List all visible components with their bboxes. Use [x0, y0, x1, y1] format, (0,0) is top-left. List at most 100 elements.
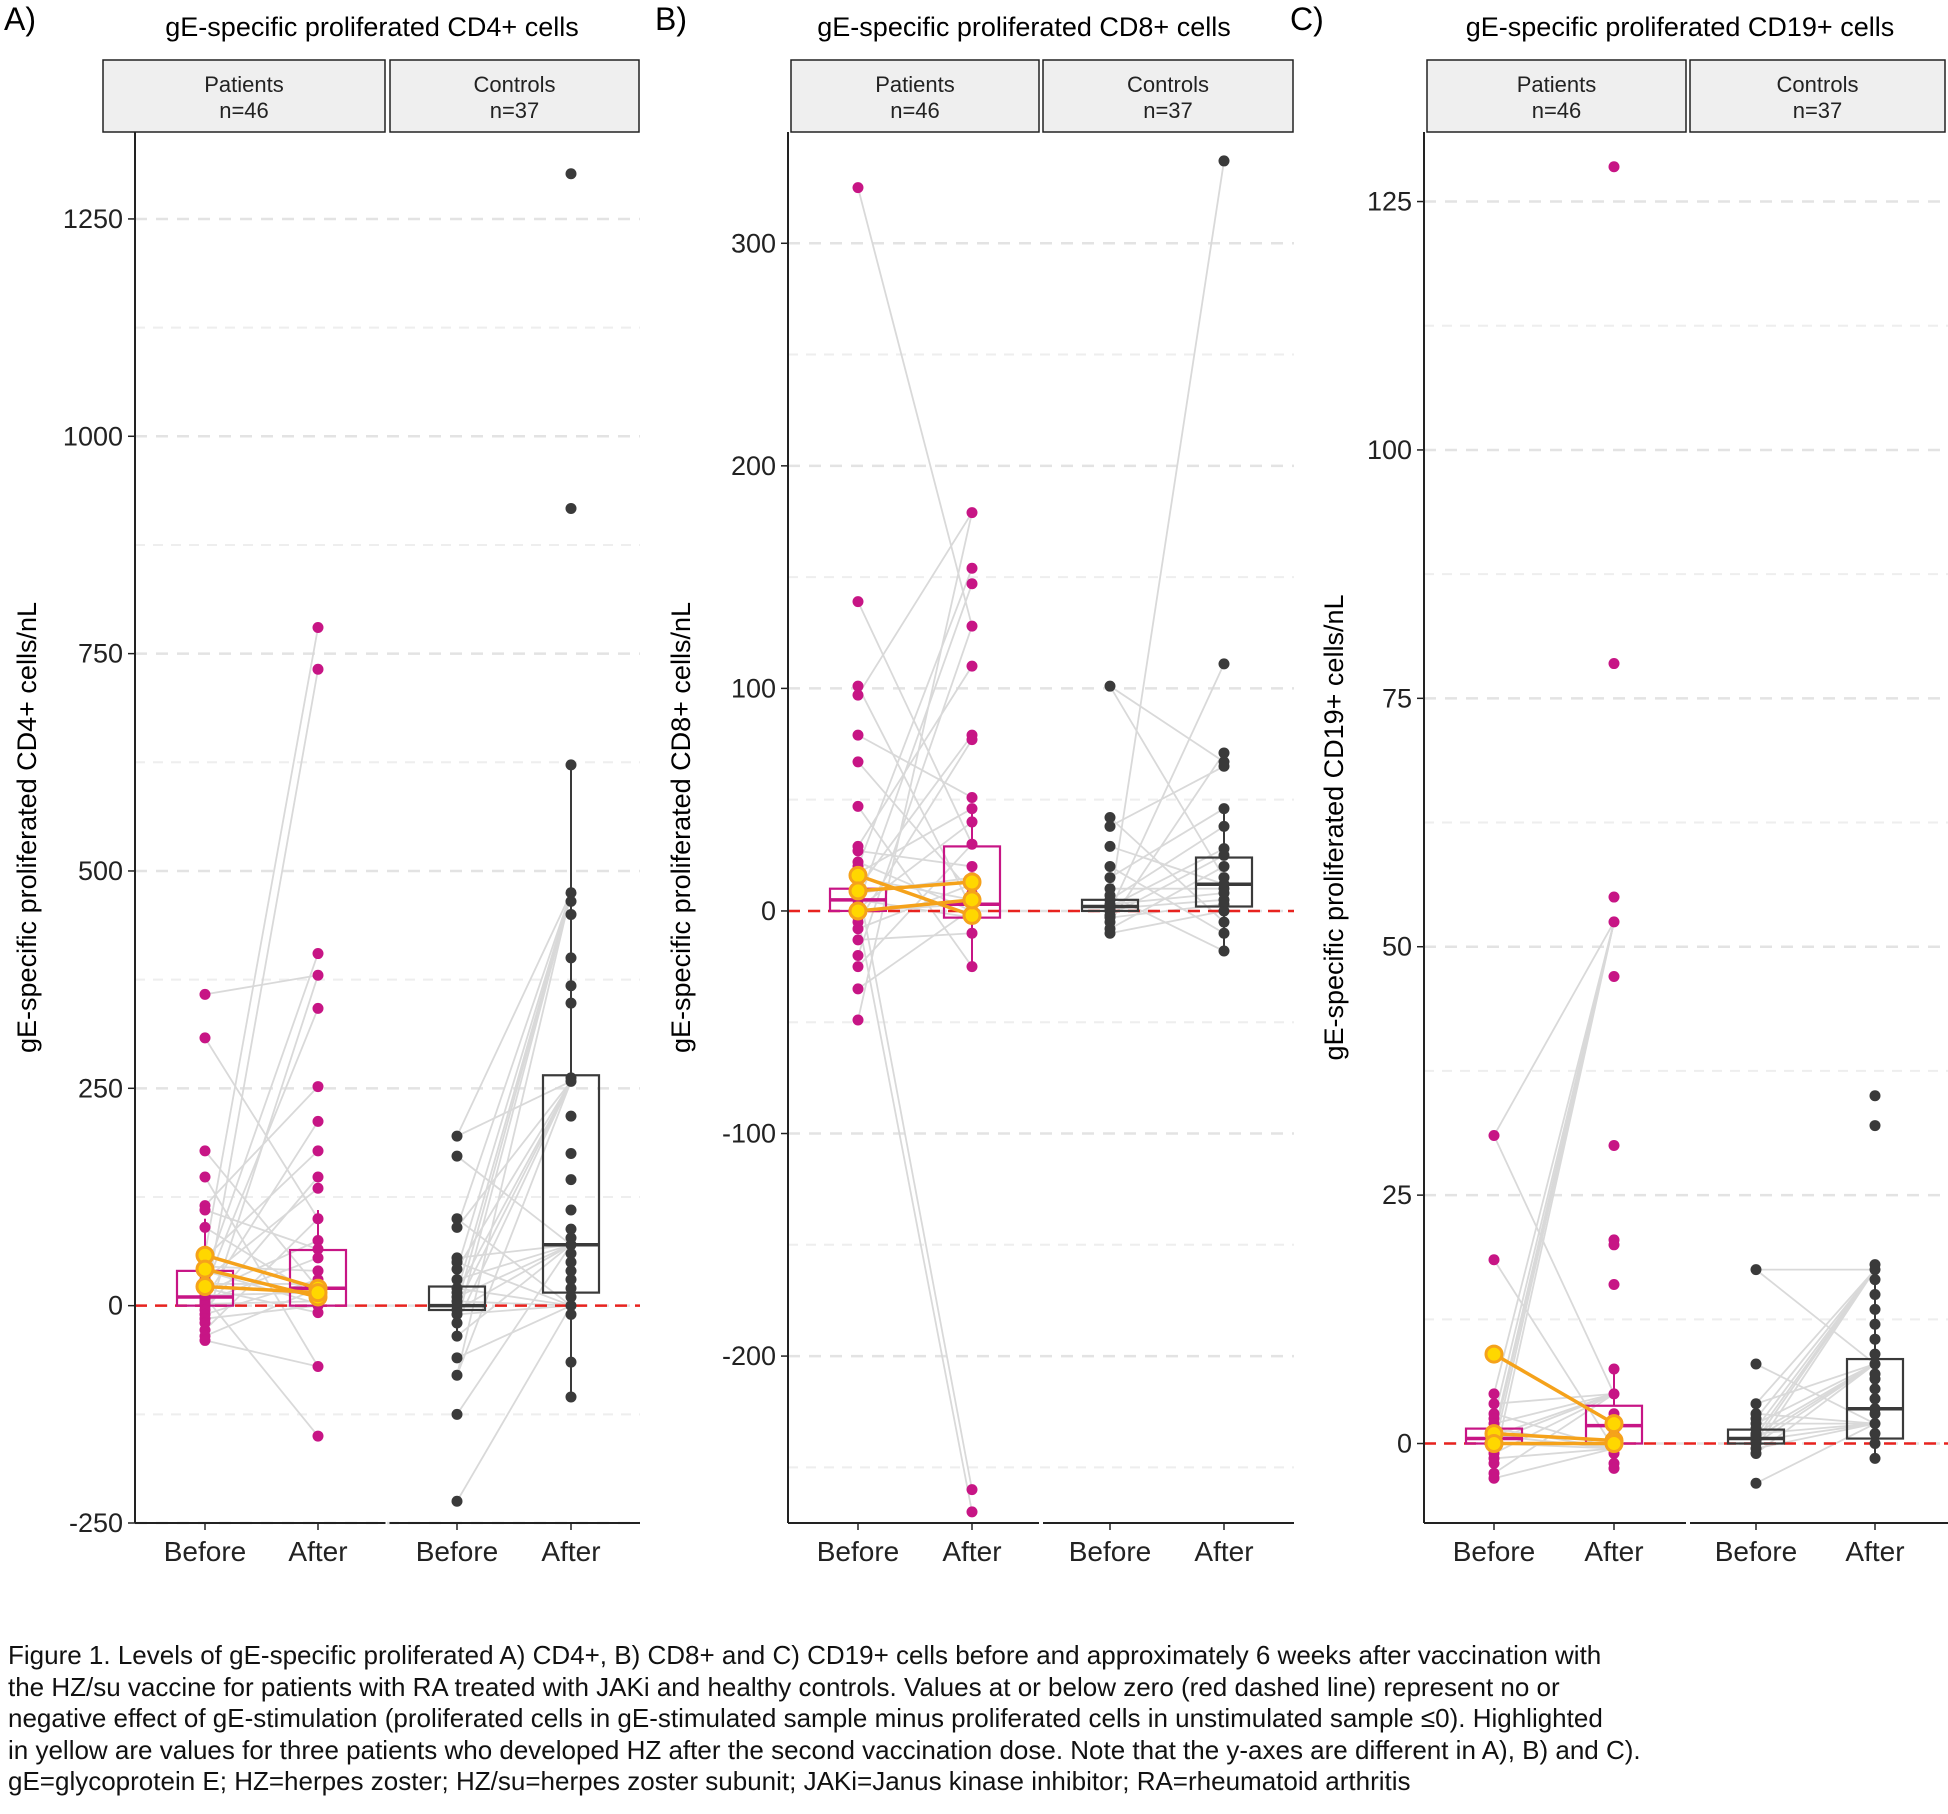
caption-line: negative effect of gE-stimulation (proli… [8, 1703, 1603, 1733]
pair-line [857, 884, 973, 1490]
pair-line [1109, 845, 1225, 886]
data-point [966, 578, 978, 590]
data-point [1750, 1264, 1762, 1276]
y-axis-label: gE-specific proliferated CD8+ cells/nL [666, 602, 696, 1053]
pair-line [204, 1270, 319, 1305]
y-axis-label: gE-specific proliferated CD4+ cells/nL [12, 602, 42, 1053]
data-point [565, 1308, 577, 1320]
data-point [451, 1317, 463, 1329]
data-point [852, 983, 864, 995]
data-point [1869, 1264, 1881, 1276]
data-point [1608, 1388, 1620, 1400]
pair-line [1109, 825, 1225, 901]
data-point [1869, 1452, 1881, 1464]
y-tick-label: -200 [722, 1341, 776, 1371]
pair-line [456, 892, 572, 1228]
pair-line [1755, 1422, 1876, 1485]
caption-line: in yellow are values for three patients … [8, 1734, 1641, 1765]
strip-box [1426, 59, 1687, 133]
data-point [312, 1145, 324, 1157]
panel-letter: C) [1290, 1, 1324, 37]
pair-line [1755, 1269, 1876, 1449]
strip-box [790, 59, 1040, 133]
y-tick-label: 100 [731, 673, 776, 703]
data-point [312, 1171, 324, 1183]
data-point [565, 759, 577, 771]
y-tick-label: 0 [108, 1291, 123, 1321]
data-point [852, 845, 864, 857]
data-point [1488, 1254, 1500, 1266]
y-tick-label: 250 [78, 1073, 123, 1103]
data-point [1869, 1358, 1881, 1370]
figure-caption: Figure 1. Levels of gE-specific prolifer… [8, 1640, 1938, 1798]
data-point [852, 756, 864, 768]
y-tick-label: 50 [1382, 932, 1412, 962]
data-point [852, 729, 864, 741]
pair-line [204, 669, 319, 1306]
pair-line [456, 1080, 572, 1228]
pair-line [456, 892, 572, 1270]
data-point [199, 1334, 211, 1346]
panel-title: gE-specific proliferated CD8+ cells [817, 12, 1230, 42]
pair-line [1109, 807, 1225, 879]
data-point [1608, 1239, 1620, 1251]
data-point [1869, 1393, 1881, 1405]
x-tick-label: Before [164, 1536, 247, 1567]
pair-line [1755, 1269, 1876, 1405]
data-point [1869, 1333, 1881, 1345]
strip-n: n=37 [1793, 98, 1843, 123]
strip-box [102, 59, 386, 133]
data-point [312, 1361, 324, 1373]
pair-line [1109, 865, 1225, 930]
strip-label: Patients [875, 72, 955, 97]
pair-line [857, 917, 973, 1513]
data-point [565, 1391, 577, 1403]
strip-label: Patients [1517, 72, 1597, 97]
strip-n: n=46 [219, 98, 269, 123]
data-point [1104, 860, 1116, 872]
data-point [966, 620, 978, 632]
data-point [1218, 927, 1230, 939]
data-point [1218, 945, 1230, 957]
data-point [1869, 1408, 1881, 1420]
pair-line [1493, 1447, 1615, 1480]
strip-n: n=46 [890, 98, 940, 123]
y-tick-label: 0 [1397, 1429, 1412, 1459]
x-tick-label: After [541, 1536, 600, 1567]
data-point [852, 800, 864, 812]
data-point [1869, 1373, 1881, 1385]
data-point [852, 182, 864, 194]
pair-line [1109, 816, 1225, 923]
pair-line [1493, 921, 1615, 1395]
data-point [852, 949, 864, 961]
highlight-point [1604, 1434, 1624, 1454]
y-tick-label: -100 [722, 1119, 776, 1149]
data-point [312, 1115, 324, 1127]
highlight-pair-line [1493, 1352, 1615, 1426]
data-point [312, 948, 324, 960]
highlight-point [848, 865, 868, 885]
data-point [966, 562, 978, 574]
data-point [1869, 1288, 1881, 1300]
x-tick-label: Before [1069, 1536, 1152, 1567]
y-tick-label: 750 [78, 639, 123, 669]
data-point [565, 1223, 577, 1235]
data-point [451, 1369, 463, 1381]
figure: A) gE-specific proliferated CD4+ cells Pat… [4, 1, 1948, 1567]
x-tick-label: After [942, 1536, 1001, 1567]
pair-line [456, 1305, 572, 1502]
pair-line [1493, 1392, 1615, 1442]
highlight-pair-line [857, 898, 973, 913]
pair-line [1493, 921, 1615, 1464]
data-point [451, 1150, 463, 1162]
data-point [966, 507, 978, 519]
data-point [199, 1204, 211, 1216]
data-point [1750, 1477, 1762, 1489]
data-point [199, 1171, 211, 1183]
data-point [565, 1274, 577, 1286]
data-point [312, 1182, 324, 1194]
pair-line [204, 975, 319, 1324]
pair-line [204, 1218, 319, 1331]
data-point [312, 1307, 324, 1319]
pair-line [1755, 1412, 1876, 1425]
